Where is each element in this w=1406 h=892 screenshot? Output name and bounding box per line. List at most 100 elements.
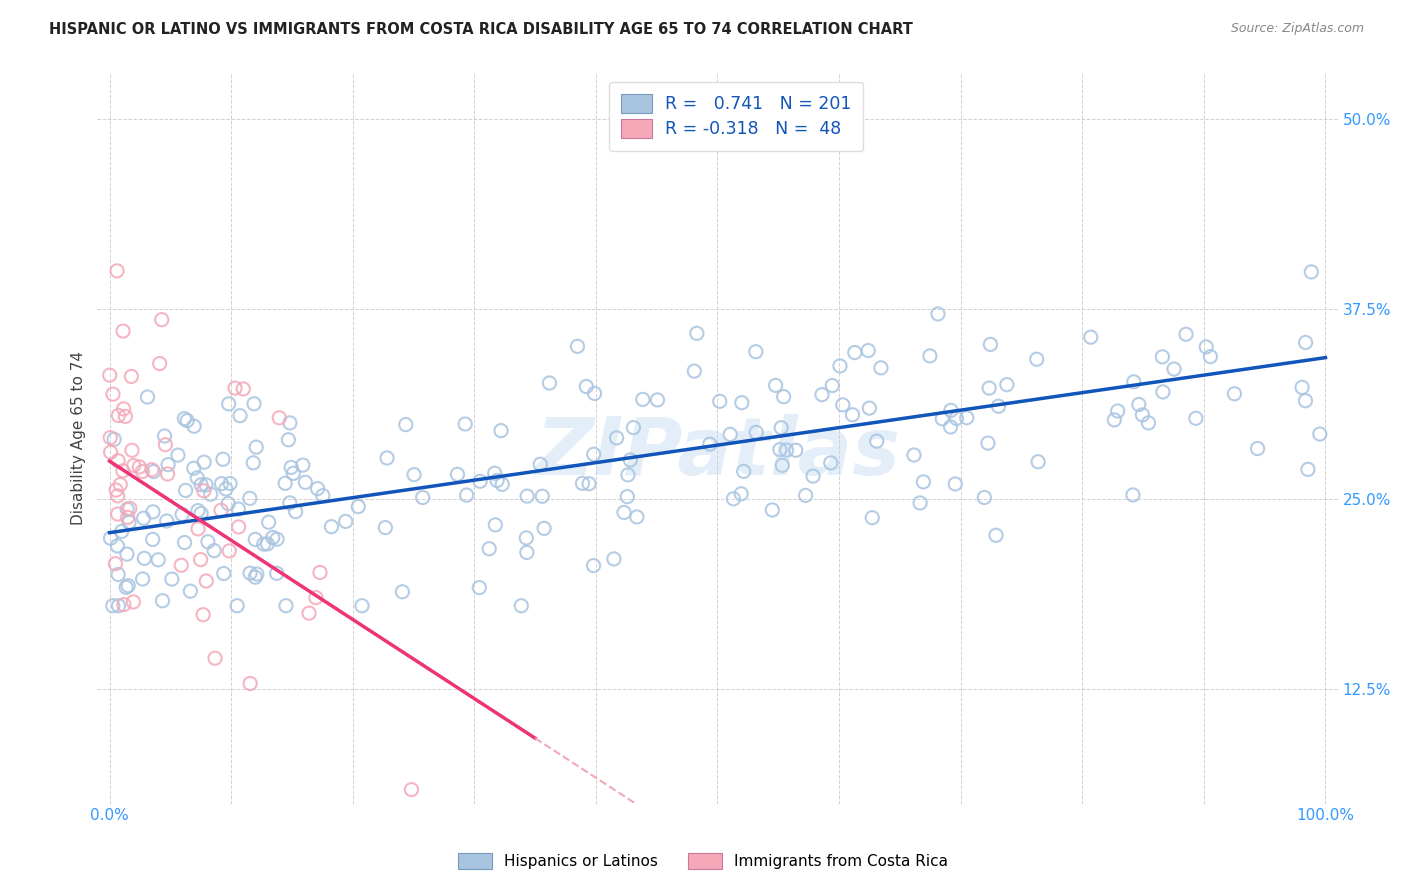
Point [347,500,370,514]
Point [973,491,995,505]
Point [510,599,533,613]
Point [395,417,418,432]
Point [844,345,866,359]
Point [1026,455,1049,469]
Point [770,420,793,434]
Point [531,489,554,503]
Point [98,368,121,383]
Point [841,408,863,422]
Point [118,501,141,516]
Point [142,533,165,547]
Point [283,467,305,481]
Point [1291,380,1313,394]
Point [401,782,423,797]
Point [515,531,537,545]
Point [391,584,413,599]
Point [156,467,179,481]
Point [278,416,301,430]
Point [516,489,538,503]
Point [141,463,163,477]
Point [1132,408,1154,422]
Point [486,474,509,488]
Legend: Hispanics or Latinos, Immigrants from Costa Rica: Hispanics or Latinos, Immigrants from Co… [451,847,955,875]
Point [794,488,817,502]
Point [212,566,235,581]
Point [200,487,222,501]
Point [831,398,853,412]
Point [468,475,491,489]
Point [291,458,314,472]
Point [105,483,128,497]
Point [1175,327,1198,342]
Point [152,594,174,608]
Point [1163,362,1185,376]
Point [1107,404,1129,418]
Point [217,497,239,511]
Point [769,442,792,457]
Point [160,572,183,586]
Point [582,447,605,461]
Point [943,477,966,491]
Point [134,551,156,566]
Point [578,476,600,491]
Point [533,521,555,535]
Point [375,450,398,465]
Point [107,507,129,521]
Point [122,595,145,609]
Point [215,482,238,496]
Point [995,377,1018,392]
Point [131,465,153,479]
Point [112,324,135,338]
Point [253,537,276,551]
Point [226,502,249,516]
Point [156,514,179,528]
Point [335,515,357,529]
Point [167,448,190,462]
Point [785,443,807,458]
Point [723,491,745,506]
Point [858,343,880,358]
Point [195,478,218,492]
Point [280,460,302,475]
Point [468,581,491,595]
Point [309,566,332,580]
Point [412,491,434,505]
Point [269,410,291,425]
Point [1199,350,1222,364]
Point [979,337,1001,351]
Point [1294,393,1316,408]
Point [173,535,195,549]
Point [613,506,636,520]
Point [1223,386,1246,401]
Point [107,567,129,582]
Point [516,545,538,559]
Point [931,411,953,425]
Point [107,599,129,613]
Point [228,520,250,534]
Point [770,458,793,473]
Point [683,364,706,378]
Point [239,491,262,506]
Point [121,443,143,458]
Point [187,503,209,517]
Point [1152,350,1174,364]
Point [136,390,159,404]
Point [699,437,721,451]
Point [245,533,267,547]
Point [107,409,129,423]
Text: ZIPatlas: ZIPatlas [536,414,900,491]
Point [170,558,193,573]
Point [529,457,551,471]
Point [224,381,246,395]
Point [1295,335,1317,350]
Point [111,464,134,478]
Point [617,467,640,482]
Point [603,552,626,566]
Point [190,552,212,566]
Point [266,532,288,546]
Point [623,420,645,434]
Text: HISPANIC OR LATINO VS IMMIGRANTS FROM COSTA RICA DISABILITY AGE 65 TO 74 CORRELA: HISPANIC OR LATINO VS IMMIGRANTS FROM CO… [49,22,912,37]
Point [142,505,165,519]
Point [860,510,883,524]
Point [489,424,512,438]
